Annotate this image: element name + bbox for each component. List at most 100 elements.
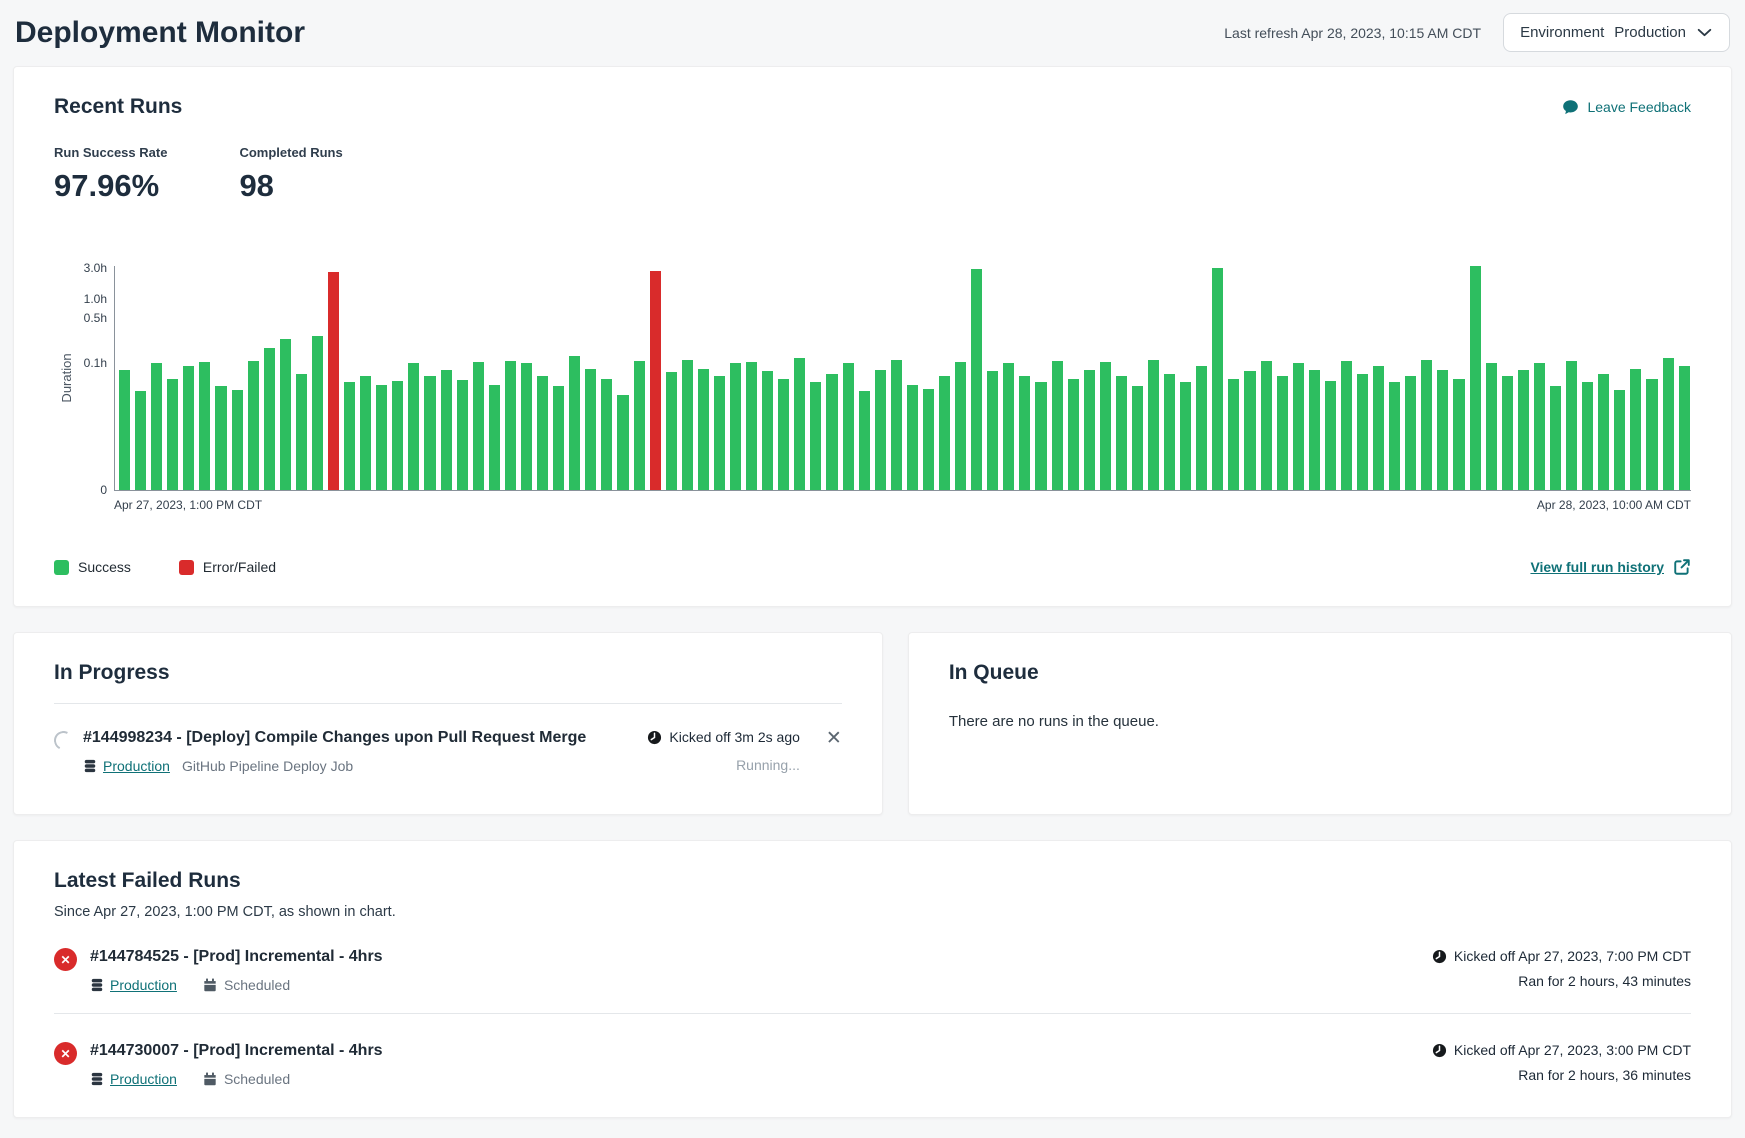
run-bar-success[interactable]: [874, 369, 886, 490]
run-bar-success[interactable]: [279, 338, 291, 490]
run-bar-failed[interactable]: [328, 272, 340, 490]
run-bar-success[interactable]: [1357, 373, 1369, 490]
run-bar-success[interactable]: [376, 384, 388, 490]
run-bar-success[interactable]: [1148, 359, 1160, 490]
run-bar-success[interactable]: [746, 362, 758, 490]
run-bar-success[interactable]: [1067, 378, 1079, 490]
run-bar-success[interactable]: [1003, 363, 1015, 490]
run-bar-success[interactable]: [681, 359, 693, 490]
run-bar-failed[interactable]: [649, 270, 661, 490]
run-bar-success[interactable]: [344, 382, 356, 490]
run-bar-success[interactable]: [955, 362, 967, 490]
run-bar-success[interactable]: [135, 391, 147, 490]
run-bar-success[interactable]: [1083, 369, 1095, 490]
run-bar-success[interactable]: [1051, 360, 1063, 490]
run-bar-success[interactable]: [1646, 378, 1658, 490]
run-bar-success[interactable]: [520, 363, 533, 490]
run-bar-success[interactable]: [247, 361, 259, 490]
run-bar-success[interactable]: [1582, 382, 1594, 490]
run-bar-success[interactable]: [1292, 363, 1304, 490]
run-bar-success[interactable]: [1678, 365, 1690, 490]
run-bar-success[interactable]: [729, 363, 742, 490]
run-bar-success[interactable]: [392, 381, 404, 490]
run-bar-success[interactable]: [1566, 360, 1578, 490]
run-bar-success[interactable]: [1035, 382, 1047, 490]
run-bar-success[interactable]: [569, 356, 581, 490]
run-bar-success[interactable]: [1324, 381, 1336, 490]
run-bar-success[interactable]: [472, 362, 484, 490]
run-bar-success[interactable]: [488, 384, 500, 490]
run-bar-success[interactable]: [665, 372, 677, 490]
run-bar-success[interactable]: [971, 269, 983, 490]
leave-feedback-link[interactable]: Leave Feedback: [1562, 99, 1691, 116]
run-bar-success[interactable]: [794, 358, 806, 490]
run-bar-success[interactable]: [1549, 386, 1562, 490]
run-bar-success[interactable]: [810, 382, 822, 490]
run-bar-success[interactable]: [938, 376, 951, 490]
run-bar-success[interactable]: [215, 386, 227, 490]
environment-link[interactable]: Production: [90, 977, 177, 993]
environment-link[interactable]: Production: [90, 1071, 177, 1087]
run-bar-success[interactable]: [1244, 371, 1256, 490]
run-bar-success[interactable]: [826, 373, 838, 490]
run-bar-success[interactable]: [311, 335, 324, 490]
run-bar-success[interactable]: [1276, 376, 1288, 490]
run-bar-success[interactable]: [167, 378, 179, 490]
run-bar-success[interactable]: [360, 376, 372, 490]
view-full-run-history-link[interactable]: View full run history: [1530, 558, 1691, 576]
run-bar-success[interactable]: [1501, 376, 1513, 490]
run-bar-success[interactable]: [1437, 369, 1449, 490]
run-bar-success[interactable]: [1196, 365, 1208, 490]
run-bar-success[interactable]: [183, 365, 195, 490]
run-bar-success[interactable]: [1260, 361, 1272, 490]
run-bar-success[interactable]: [231, 390, 243, 490]
run-bar-success[interactable]: [1421, 360, 1433, 490]
run-bar-success[interactable]: [1517, 369, 1529, 490]
run-bar-success[interactable]: [778, 378, 790, 490]
run-bar-success[interactable]: [1662, 358, 1674, 490]
run-bar-success[interactable]: [890, 359, 902, 490]
run-bar-success[interactable]: [842, 363, 854, 490]
run-bar-success[interactable]: [1598, 373, 1610, 490]
run-bar-success[interactable]: [1212, 268, 1224, 490]
run-bar-success[interactable]: [440, 369, 452, 490]
run-bar-success[interactable]: [1131, 386, 1143, 490]
run-bar-success[interactable]: [762, 371, 774, 490]
run-bar-success[interactable]: [199, 362, 211, 490]
run-bar-success[interactable]: [408, 363, 420, 490]
run-bar-success[interactable]: [424, 376, 436, 490]
run-bar-success[interactable]: [1308, 369, 1320, 490]
cancel-run-button[interactable]: ✕: [825, 728, 842, 749]
run-bar-success[interactable]: [1389, 382, 1401, 490]
run-bar-success[interactable]: [1405, 376, 1417, 490]
run-bar-success[interactable]: [1180, 382, 1192, 490]
run-bar-success[interactable]: [1485, 363, 1497, 490]
run-bar-success[interactable]: [585, 368, 597, 490]
run-bar-success[interactable]: [119, 369, 131, 490]
run-bar-success[interactable]: [1228, 378, 1240, 490]
run-bar-success[interactable]: [504, 361, 516, 490]
run-bar-success[interactable]: [1164, 373, 1176, 490]
run-bar-success[interactable]: [906, 384, 918, 490]
run-bar-success[interactable]: [987, 371, 999, 490]
run-bar-success[interactable]: [537, 376, 549, 490]
run-bar-success[interactable]: [922, 388, 934, 490]
run-bar-success[interactable]: [456, 379, 468, 490]
run-bar-success[interactable]: [1533, 363, 1545, 490]
run-bar-success[interactable]: [151, 363, 163, 490]
run-bar-success[interactable]: [1115, 376, 1127, 490]
environment-dropdown[interactable]: Environment Production: [1503, 13, 1730, 52]
run-bar-success[interactable]: [1099, 362, 1111, 490]
run-bar-success[interactable]: [295, 373, 307, 490]
run-bar-success[interactable]: [1630, 368, 1642, 490]
run-bar-success[interactable]: [1614, 390, 1626, 490]
run-bar-success[interactable]: [263, 347, 275, 490]
run-bar-success[interactable]: [1373, 365, 1385, 490]
run-bar-success[interactable]: [633, 360, 645, 490]
run-bar-success[interactable]: [617, 395, 629, 490]
environment-link[interactable]: Production: [83, 758, 170, 774]
run-bar-success[interactable]: [553, 386, 565, 490]
run-bar-success[interactable]: [858, 391, 870, 490]
run-bar-success[interactable]: [713, 376, 725, 490]
run-bar-success[interactable]: [697, 368, 709, 490]
